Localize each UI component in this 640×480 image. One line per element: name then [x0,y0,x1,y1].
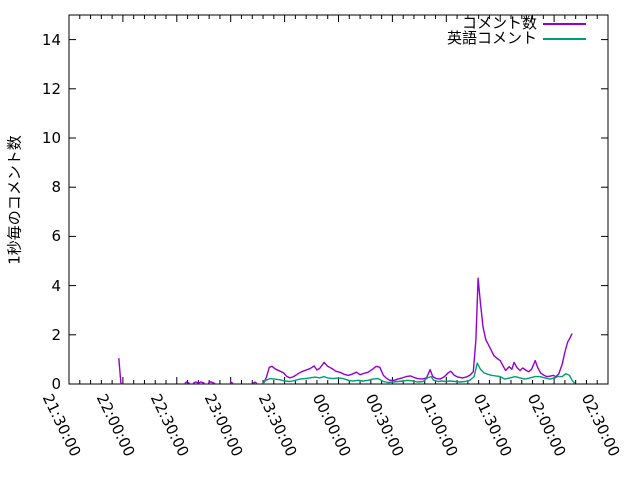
series-line-comments [252,381,258,385]
series-line-english [262,362,576,384]
y-tick-label: 14 [41,30,61,49]
plot-border [68,14,609,385]
series-line-comments [229,381,234,385]
series-line-comments [184,381,191,385]
y-tick-label: 12 [41,79,61,98]
y-tick-label: 10 [41,129,61,147]
series-line-comments [118,358,123,385]
legend-item-english-label: 英語コメント [446,29,537,47]
legend-line-comments [543,23,586,25]
y-tick-label: 6 [51,227,61,246]
y-tick-label: 2 [51,325,61,344]
y-tick-label: 0 [51,375,61,393]
legend-item-comments-label: コメント数 [461,14,537,32]
legend-line-english [543,38,586,40]
series-line-comments [192,381,205,384]
y-tick-label: 8 [51,178,61,197]
y-tick-label: 4 [51,276,61,295]
series-line-comments [207,381,216,385]
series-line-comments [263,277,573,384]
